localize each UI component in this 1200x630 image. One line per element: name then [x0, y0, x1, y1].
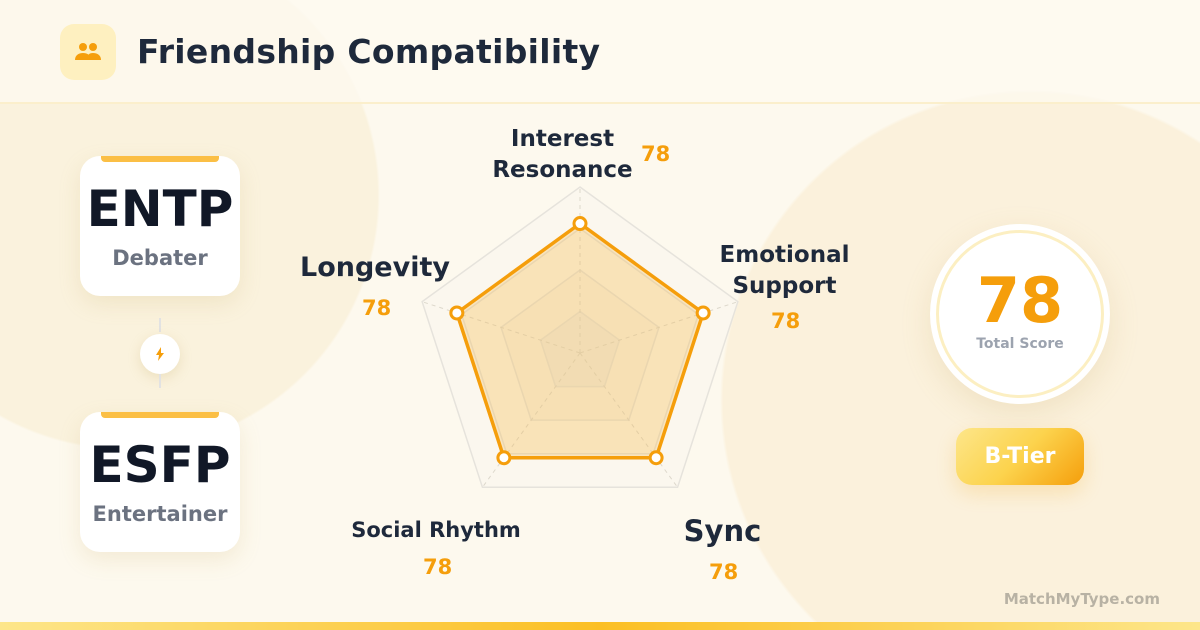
- value-label-social: 78: [423, 555, 453, 579]
- people-icon: [60, 24, 116, 80]
- card-accent-bar: [101, 156, 219, 162]
- connector-line: [159, 374, 161, 388]
- type-code: ESFP: [89, 436, 231, 494]
- value-label-longevity: 78: [362, 296, 392, 320]
- data-point: [496, 450, 512, 466]
- grid-spoke: [482, 352, 581, 488]
- data-point: [648, 450, 664, 466]
- type-nickname: Debater: [112, 246, 208, 270]
- data-area: [455, 221, 705, 460]
- total-score-value: 78: [976, 264, 1064, 337]
- grid-spoke: [421, 301, 581, 354]
- axis-label-interest: Interest Resonance: [492, 126, 633, 183]
- grid-spoke: [579, 301, 739, 354]
- lightning-icon: [140, 334, 180, 374]
- axis-label-sync: Sync: [683, 514, 762, 548]
- tier-badge: B-Tier: [956, 428, 1084, 485]
- type-card-2: ESFP Entertainer: [80, 412, 240, 552]
- type-nickname: Entertainer: [92, 502, 228, 526]
- axis-label-longevity: Longevity: [300, 252, 450, 283]
- value-label-emotional: 78: [771, 309, 801, 333]
- score-ring: [936, 230, 1104, 398]
- footer-bar: [0, 622, 1200, 630]
- connector-line: [159, 318, 161, 332]
- card-accent-bar: [101, 412, 219, 418]
- grid-spoke: [579, 352, 678, 488]
- value-label-interest: 78: [641, 142, 671, 166]
- page-title: Friendship Compatibility: [137, 32, 601, 71]
- header: Friendship Compatibility: [0, 0, 1200, 104]
- axis-label-social: Social Rhythm: [351, 518, 521, 542]
- data-point: [572, 216, 588, 232]
- type-card-1: ENTP Debater: [80, 156, 240, 296]
- type-code: ENTP: [86, 180, 234, 238]
- data-point: [449, 305, 465, 321]
- axis-label-emotional: Emotional Support: [719, 242, 850, 299]
- total-score-label: Total Score: [976, 336, 1064, 352]
- data-point: [695, 305, 711, 321]
- total-score-badge: 78 Total Score: [930, 224, 1110, 404]
- value-label-sync: 78: [709, 560, 739, 584]
- brand-watermark: MatchMyType.com: [1003, 590, 1160, 608]
